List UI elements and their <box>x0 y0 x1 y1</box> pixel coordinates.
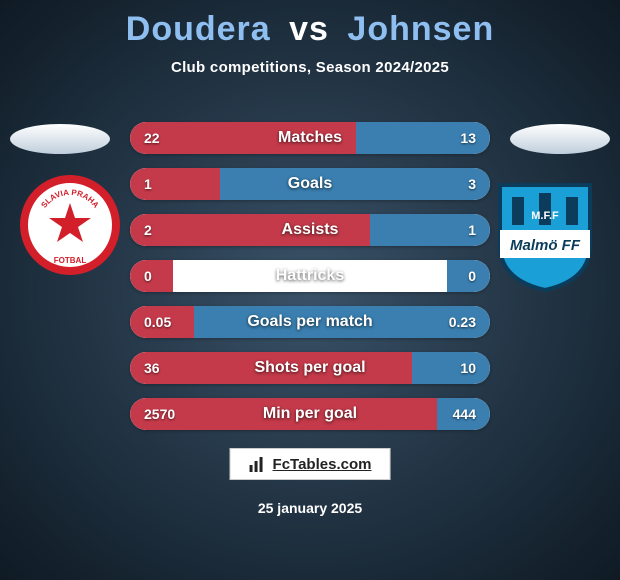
stat-value-right: 0.23 <box>435 306 490 338</box>
stat-value-left: 22 <box>130 122 174 154</box>
stat-value-left: 1 <box>130 168 166 200</box>
stat-value-right: 1 <box>454 214 490 246</box>
stat-row: 0.050.23Goals per match <box>130 306 490 338</box>
malmo-ff-crest-icon: M.F.F Malmö FF <box>490 175 600 295</box>
stat-value-left: 36 <box>130 352 174 384</box>
stat-row: 2570444Min per goal <box>130 398 490 430</box>
player1-name: Doudera <box>126 10 271 48</box>
stats-container: 2213Matches13Goals21Assists00Hattricks0.… <box>130 122 490 444</box>
stat-bar-right <box>220 168 490 200</box>
site-label: FcTables.com <box>273 456 372 473</box>
chart-icon <box>249 455 267 473</box>
stat-value-right: 13 <box>446 122 490 154</box>
player2-photo-slot <box>510 124 610 154</box>
stat-row: 13Goals <box>130 168 490 200</box>
svg-text:M.F.F: M.F.F <box>531 210 559 222</box>
svg-text:FOTBAL: FOTBAL <box>54 256 87 265</box>
stat-value-left: 0 <box>130 260 166 292</box>
player2-name: Johnsen <box>347 10 494 48</box>
stat-value-right: 3 <box>454 168 490 200</box>
stat-bar-left <box>130 214 370 246</box>
stat-row: 3610Shots per goal <box>130 352 490 384</box>
player2-club-crest: M.F.F Malmö FF <box>490 175 600 300</box>
subtitle: Club competitions, Season 2024/2025 <box>0 59 620 76</box>
fctables-link[interactable]: FcTables.com <box>230 448 391 480</box>
footer-date: 25 january 2025 <box>0 500 620 516</box>
player1-club-crest: SLAVIA PRAHA FOTBAL <box>20 175 120 280</box>
comparison-title: Doudera vs Johnsen <box>0 0 620 49</box>
stat-row: 2213Matches <box>130 122 490 154</box>
player1-photo-slot <box>10 124 110 154</box>
stat-value-right: 444 <box>439 398 490 430</box>
vs-label: vs <box>289 10 329 48</box>
stat-value-left: 0.05 <box>130 306 185 338</box>
stat-label: Hattricks <box>130 260 490 292</box>
stat-row: 0 0Hattricks <box>130 260 490 292</box>
stat-row: 21Assists <box>130 214 490 246</box>
stat-value-left: 2570 <box>130 398 189 430</box>
slavia-praha-crest-icon: SLAVIA PRAHA FOTBAL <box>20 175 120 275</box>
stat-value-left: 2 <box>130 214 166 246</box>
stat-value-right: 0 <box>454 260 490 292</box>
stat-value-right: 10 <box>446 352 490 384</box>
svg-text:Malmö FF: Malmö FF <box>510 237 581 254</box>
